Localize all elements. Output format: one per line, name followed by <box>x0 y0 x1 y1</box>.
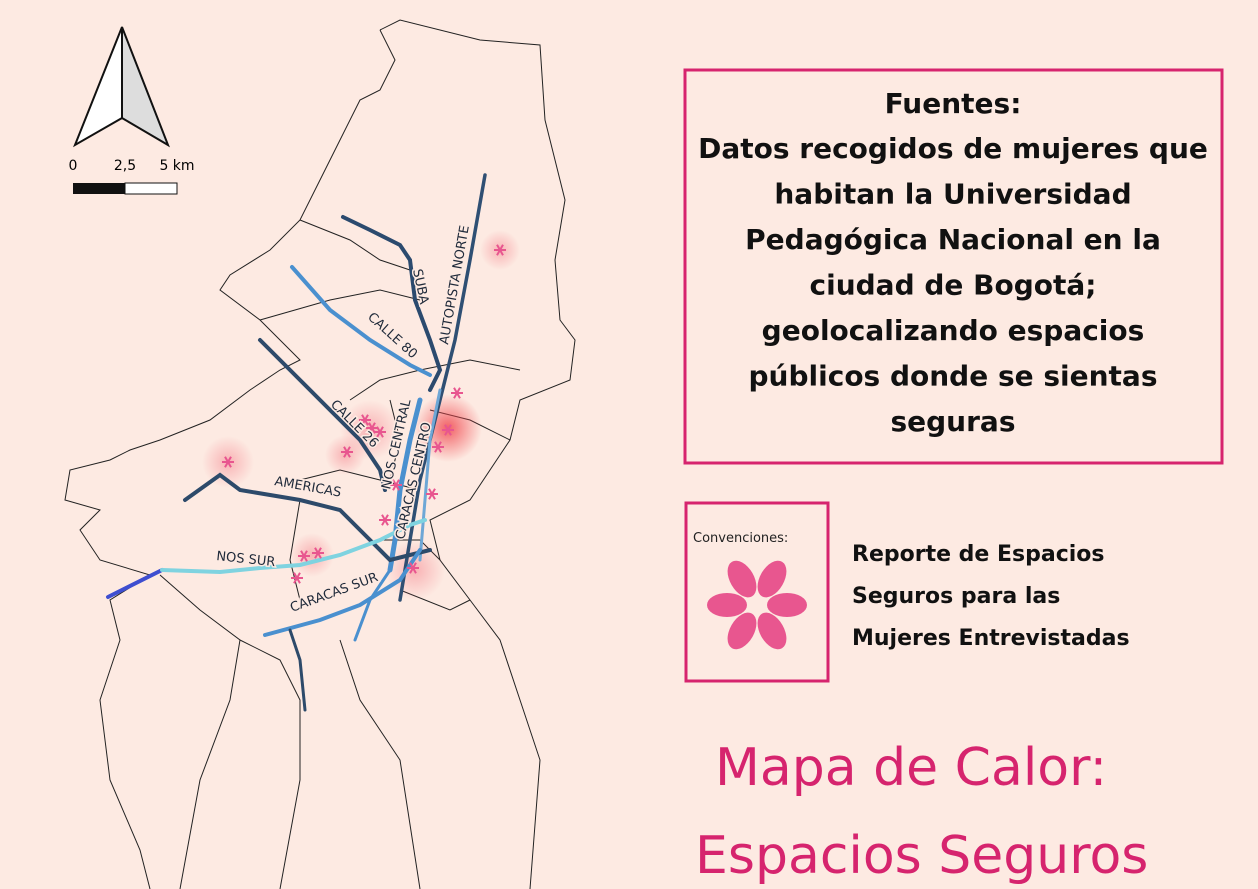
scale-bar <box>73 182 178 195</box>
legend-text: Seguros para las <box>852 584 1060 609</box>
marker <box>426 488 438 500</box>
petal <box>757 560 787 598</box>
scale-label: 0 <box>69 158 78 174</box>
marker-stroke <box>392 479 400 491</box>
map-title: Espacios Seguros <box>695 826 1148 886</box>
petal <box>767 593 807 617</box>
marker-stroke <box>496 244 504 256</box>
petal <box>727 560 757 598</box>
sources-line: habitan la Universidad <box>774 178 1131 211</box>
petal <box>707 593 747 617</box>
marker-stroke <box>293 572 301 584</box>
sources-line: geolocalizando espacios <box>762 314 1145 347</box>
marker-stroke <box>453 387 461 399</box>
marker <box>432 441 444 453</box>
marker-stroke <box>224 456 232 468</box>
roads <box>106 173 487 712</box>
legend-icon <box>707 560 807 650</box>
petal <box>757 612 787 650</box>
marker-stroke <box>428 488 436 500</box>
marker-stroke <box>343 446 351 458</box>
marker <box>298 550 310 562</box>
north-arrow <box>73 26 170 148</box>
sources-line: ciudad de Bogotá; <box>810 269 1097 302</box>
marker <box>374 426 386 438</box>
marker <box>341 446 353 458</box>
marker <box>407 562 419 574</box>
legend-box <box>684 501 830 683</box>
marker-stroke <box>368 422 376 434</box>
sources-line: públicos donde se sientas <box>749 360 1158 393</box>
marker-stroke <box>314 547 322 559</box>
marker-stroke <box>381 514 389 526</box>
legend-text: Mujeres Entrevistadas <box>852 626 1130 651</box>
sources-box <box>683 68 1224 465</box>
marker <box>291 572 303 584</box>
marker <box>359 414 371 426</box>
marker <box>312 547 324 559</box>
scale-label: 5 km <box>159 158 194 174</box>
sources-line: seguras <box>890 405 1015 438</box>
marker <box>451 387 463 399</box>
marker-stroke <box>444 424 452 436</box>
sources-heading: Fuentes: <box>885 87 1022 120</box>
legend-text: Reporte de Espacios <box>852 542 1105 567</box>
map-title: Mapa de Calor: <box>715 738 1107 798</box>
marker-stroke <box>361 414 369 426</box>
marker-stroke <box>434 441 442 453</box>
marker-stroke <box>409 562 417 574</box>
sources-line: Datos recogidos de mujeres que <box>698 132 1208 165</box>
marker-stroke <box>300 550 308 562</box>
marker <box>494 244 506 256</box>
marker <box>442 424 454 436</box>
marker <box>222 456 234 468</box>
report-markers <box>222 244 506 584</box>
marker <box>379 514 391 526</box>
sources-line: Pedagógica Nacional en la <box>745 223 1161 256</box>
legend-title: Convenciones: <box>693 531 788 546</box>
petal <box>727 612 757 650</box>
marker-stroke <box>376 426 384 438</box>
scale-label: 2,5 <box>114 158 136 174</box>
marker <box>390 479 402 491</box>
